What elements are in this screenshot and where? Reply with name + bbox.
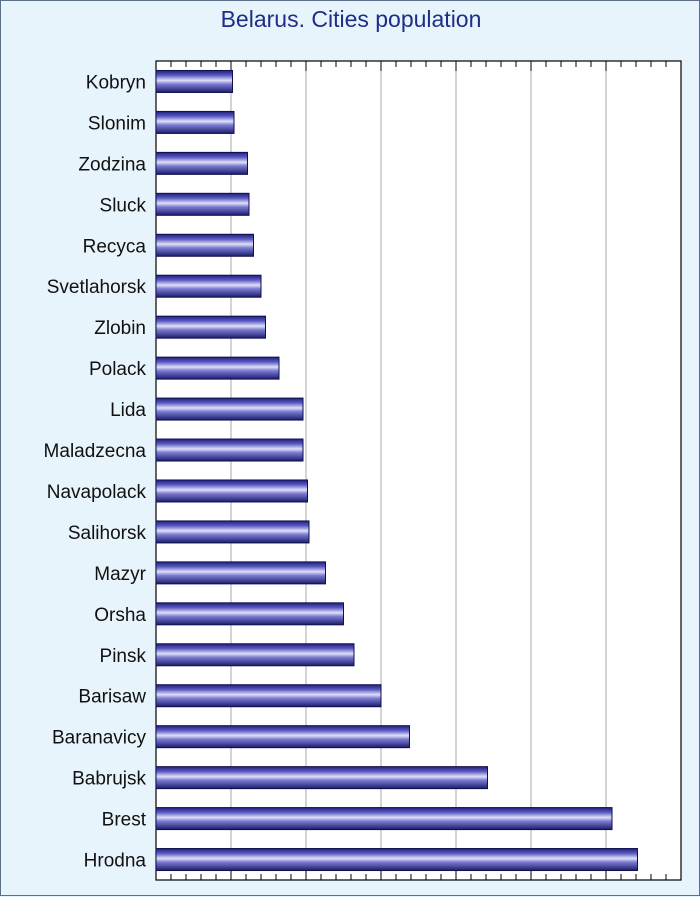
bar-babrujsk — [155, 766, 488, 790]
category-label: Maladzecna — [44, 441, 147, 462]
category-label: Baranavicy — [52, 728, 146, 749]
category-label: Pinsk — [100, 646, 147, 667]
category-label: Zodzina — [78, 154, 146, 175]
plot-area — [155, 60, 682, 881]
category-label: Polack — [89, 359, 147, 380]
bar-lida — [155, 397, 304, 421]
category-label: Sluck — [100, 195, 147, 216]
category-label: Navapolack — [47, 482, 147, 503]
category-label: Recyca — [83, 236, 147, 257]
category-label: Hrodna — [84, 851, 147, 872]
category-labels: Kobryn Slonim Zodzina Sluck Recyca Svetlahors… — [44, 72, 147, 871]
bar-polack — [155, 356, 280, 380]
bar-recyca — [155, 233, 254, 257]
bar-barisaw — [155, 684, 382, 708]
category-label: Babrujsk — [72, 769, 146, 790]
bar-svetlahorsk — [155, 274, 262, 298]
bar-zodzina — [155, 151, 248, 175]
bar-kobryn — [155, 69, 233, 93]
bar-maladzecna — [155, 438, 304, 462]
bar-pinsk — [155, 643, 355, 667]
bar-salihorsk — [155, 520, 310, 544]
bar-brest — [155, 807, 613, 831]
bar-hrodna — [155, 848, 638, 872]
bar-navapolack — [155, 479, 308, 503]
category-label: Zlobin — [94, 318, 146, 339]
category-label: Orsha — [94, 605, 146, 626]
chart-title: Belarus. Cities population — [220, 6, 482, 32]
category-label: Lida — [110, 400, 146, 421]
bar-zlobin — [155, 315, 266, 339]
category-label: Barisaw — [78, 687, 146, 708]
bars — [155, 69, 638, 872]
x-axis — [155, 61, 682, 880]
bar-baranavicy — [155, 725, 410, 749]
bar-mazyr — [155, 561, 326, 585]
category-label: Svetlahorsk — [47, 277, 147, 298]
bar-sluck — [155, 192, 250, 216]
category-label: Salihorsk — [68, 523, 147, 544]
category-label: Kobryn — [86, 72, 146, 93]
bar-slonim — [155, 110, 235, 134]
category-label: Slonim — [88, 113, 146, 134]
category-label: Brest — [102, 810, 147, 831]
bar-orsha — [155, 602, 344, 626]
category-label: Mazyr — [94, 564, 146, 585]
